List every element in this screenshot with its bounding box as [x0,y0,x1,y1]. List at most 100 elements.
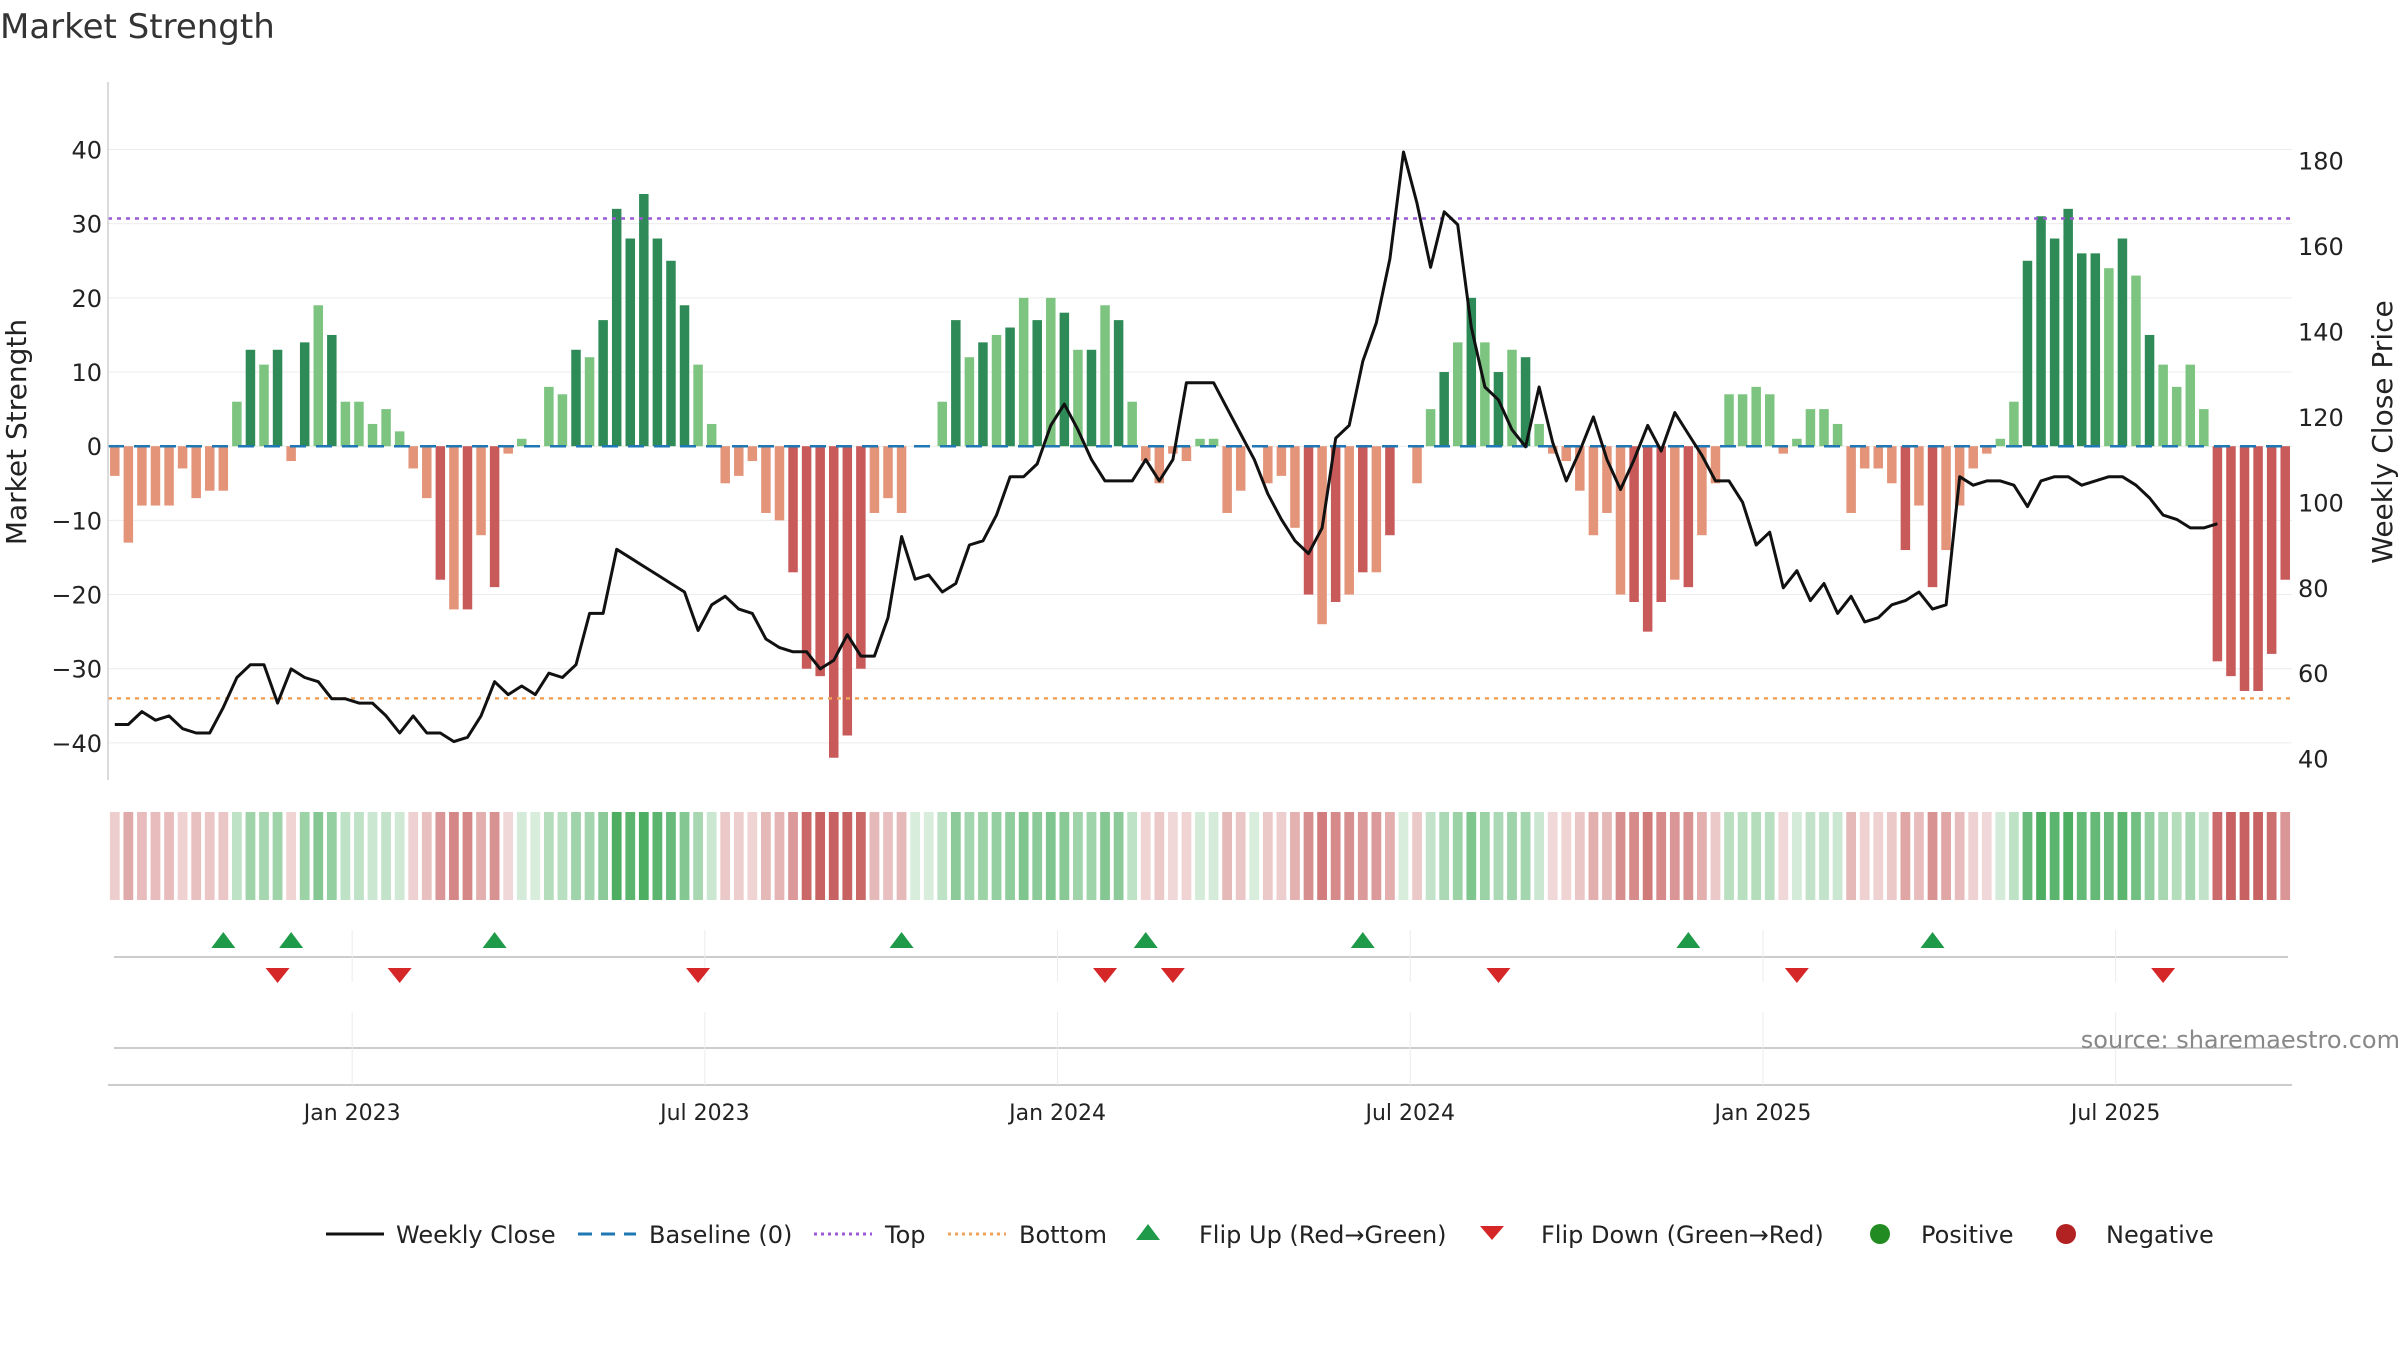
strength-bar [408,446,418,469]
heat-cell [1791,812,1802,900]
strength-bars [110,194,2290,758]
heat-cell [1615,812,1626,900]
strength-bar [340,401,351,447]
strength-bar [652,238,663,447]
heat-cell [584,812,595,900]
flip-down-marker-icon [2151,968,2176,983]
strength-bar [1697,446,1707,536]
strength-bar [204,446,215,491]
bottom-panel: Jan 2023 Jul 2023 Jan 2024 Jul 2024 Jan 2025… [108,1012,2292,1126]
heat-cell [2198,812,2209,900]
strength-bar [367,423,378,447]
strength-bar [1547,446,1558,454]
heat-cell [421,812,432,900]
x-tick-label: Jan 2024 [1007,1101,1106,1126]
x-tick-label: Jul 2023 [658,1101,750,1126]
y2-axis-label: Weekly Close Price [2366,300,2399,563]
heat-cell [1832,812,1843,900]
heat-cell [611,812,622,900]
heat-cell [2185,812,2196,900]
y-tick-label: −40 [51,730,102,758]
strength-bar [110,446,120,476]
strength-bar [788,446,798,573]
strength-bar [1222,446,1232,513]
strength-bar [1629,446,1639,602]
strength-bar [571,349,581,447]
heat-cell [1846,812,1857,900]
heat-cell [1290,812,1300,900]
strength-bar [761,446,771,513]
heat-cell [272,812,283,900]
heat-cell [1751,812,1762,900]
heat-cell [2076,812,2087,900]
heat-cell [1507,812,1517,900]
heat-cell [855,812,866,900]
heat-cell [489,812,500,900]
flip-down-marker-icon [265,968,290,983]
strength-bar [2199,409,2209,447]
heat-cell [1317,812,1327,900]
strength-bar [449,446,459,610]
heat-cell [1724,812,1734,900]
strength-bar [354,401,364,447]
heat-cell [2036,812,2046,900]
source-credit: source: sharemaestro.com [2081,1026,2400,1054]
strength-bar [1615,446,1626,595]
strength-bar [1683,446,1694,588]
flip-down-marker-icon [1784,968,1809,983]
heat-cell [1208,812,1219,900]
heat-cell [1167,812,1178,900]
strength-bar [462,446,473,610]
heat-cell [1574,812,1585,900]
heat-cell [1452,812,1463,900]
legend-swatch-positive-icon [1870,1224,1890,1244]
heat-cell [435,812,446,900]
heat-cell [598,812,609,900]
strength-bar [2022,260,2033,447]
chart-title: Market Strength [0,7,275,47]
legend-baseline: Baseline (0) [649,1221,792,1249]
strength-bar [1330,446,1341,602]
strength-bar [883,446,893,499]
heat-cell [2090,812,2101,900]
y-tick-label: 20 [71,285,102,313]
heat-cell [1642,812,1653,900]
heat-cell [1018,812,1029,900]
y-tick-label: 10 [71,359,102,387]
flip-markers-panel [114,930,2288,983]
strength-bar [1005,327,1015,447]
flip-up-marker-icon [482,932,507,948]
heat-cell [137,812,147,900]
heat-cell [231,812,242,900]
strength-bar [422,446,432,499]
strength-bar [232,401,242,447]
strength-bar [191,446,201,499]
strength-bar [2104,268,2114,447]
strength-bar [937,401,948,447]
flip-up-marker-icon [211,932,236,948]
strength-bar [1927,446,1938,588]
legend-swatch-flip-up-icon [1136,1224,1160,1240]
y2-tick-label: 40 [2298,746,2329,774]
heat-cell [313,812,324,900]
strength-bar [245,349,256,447]
flip-down-marker-icon [1160,968,1185,983]
strength-bar [1941,446,1951,551]
strength-bar [1425,409,1436,447]
strength-bar [435,446,446,580]
strength-bar [1086,349,1097,447]
heat-cell [1425,812,1436,900]
strength-bar [2253,446,2263,691]
heat-cell [204,812,215,900]
strength-bar [381,409,391,447]
heat-cell [1656,812,1667,900]
strength-bar [1018,297,1029,447]
strength-bar [137,446,147,506]
heat-cell [1954,812,1965,900]
strength-bar [177,446,188,469]
legend-negative: Negative [2106,1221,2214,1249]
heat-cell [1968,812,1979,900]
strength-bar [2212,446,2223,662]
strength-bar [2239,446,2250,691]
x-tick-label: Jan 2025 [1713,1101,1812,1126]
